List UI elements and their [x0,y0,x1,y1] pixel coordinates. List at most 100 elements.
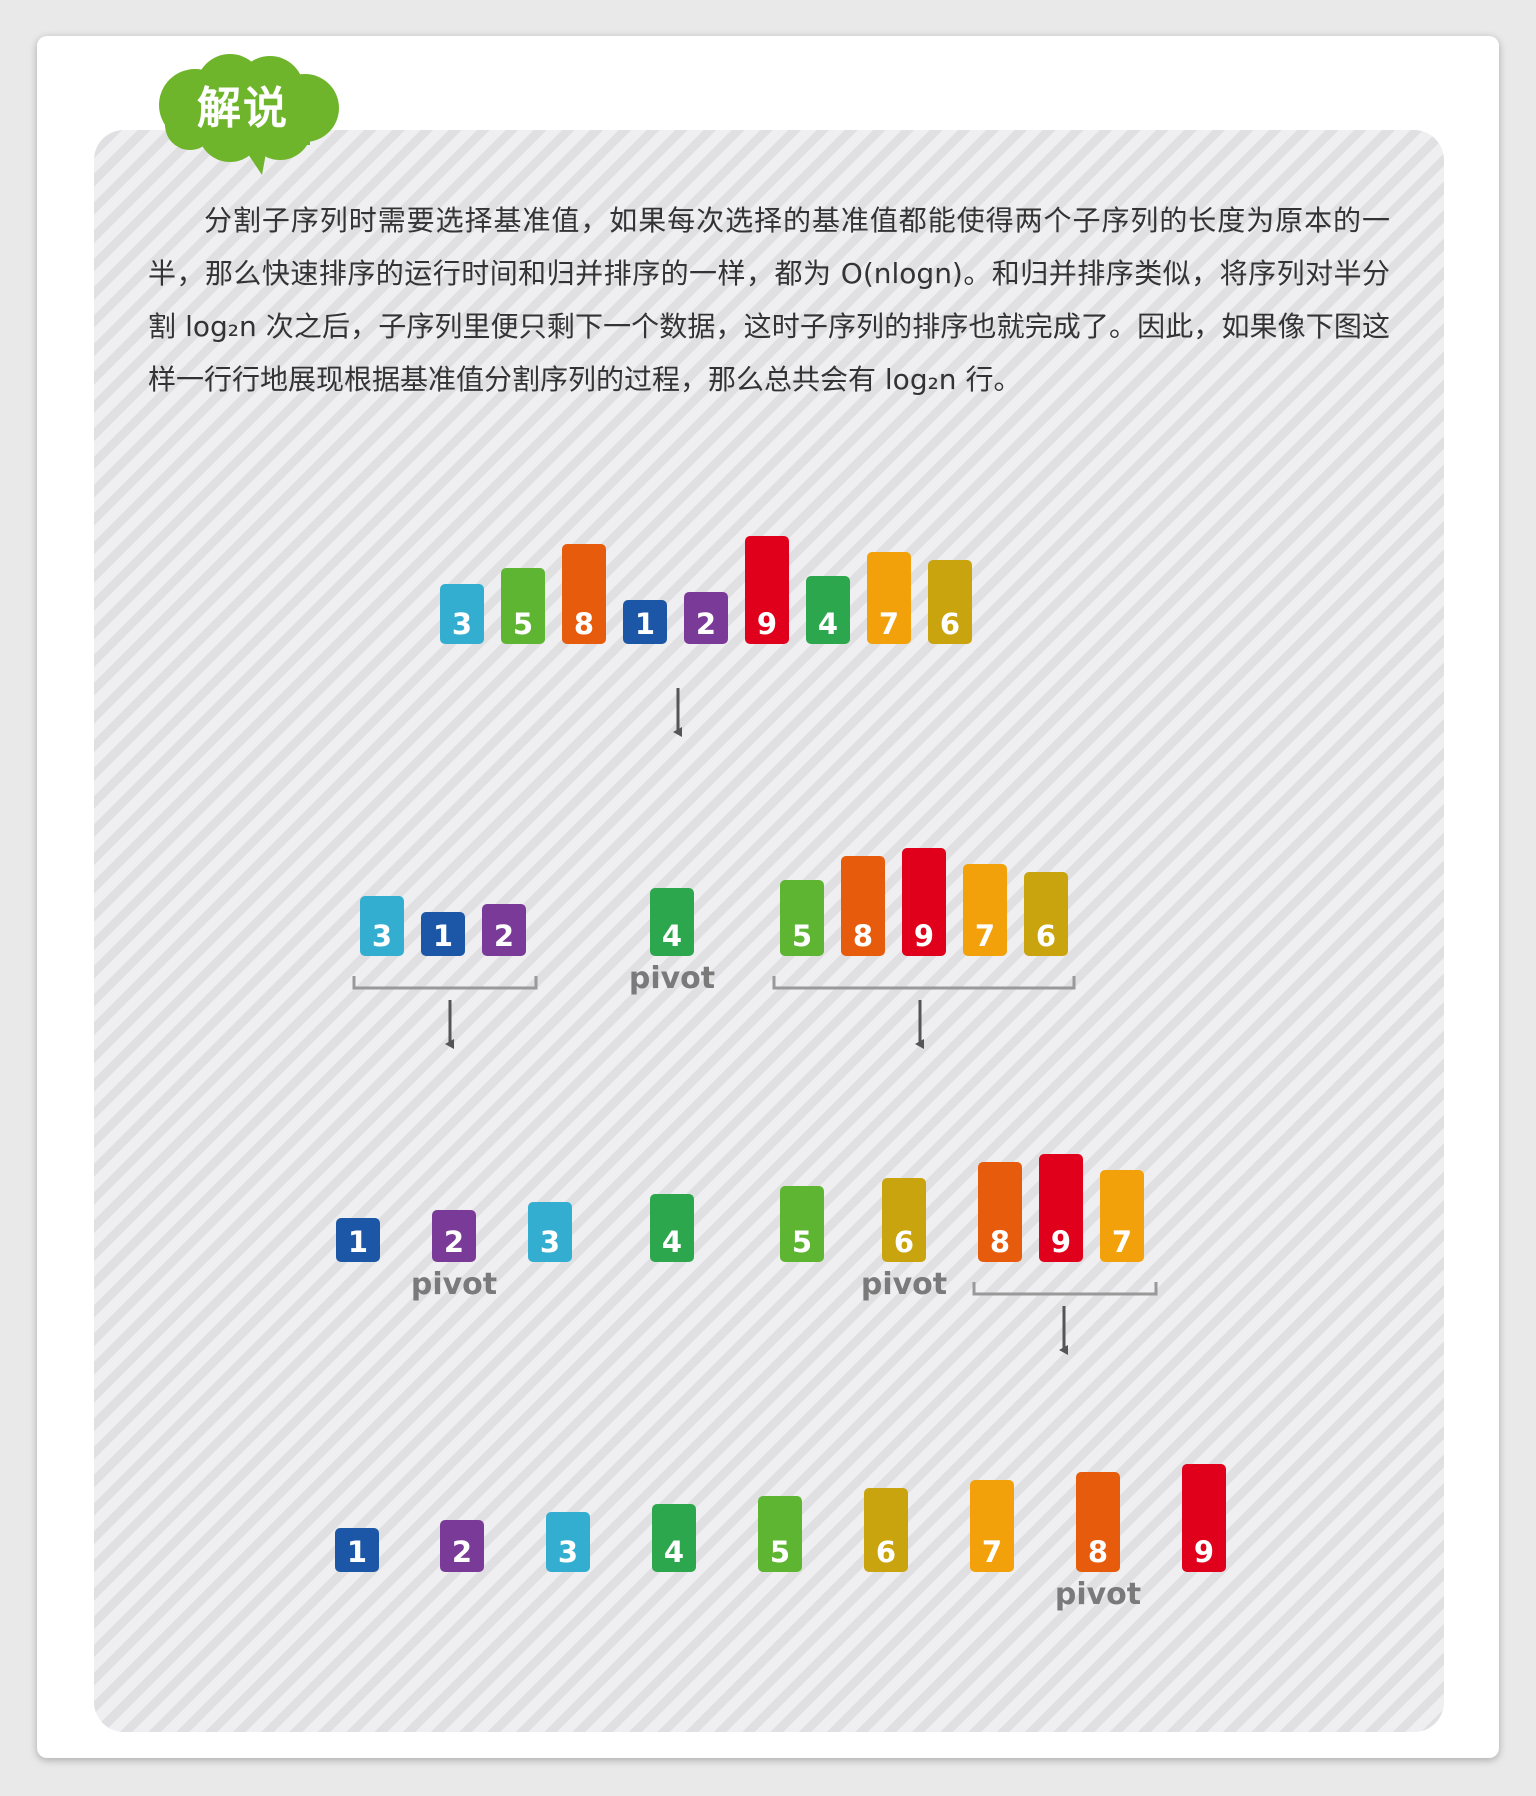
number-bar-1: 1 [623,600,667,644]
bar-rect [780,1186,824,1262]
number-bar-8: 8 [1076,1472,1120,1572]
bar-rect [432,1210,476,1262]
bar-value-label: 4 [662,1225,682,1259]
number-bar-7: 7 [963,864,1007,956]
bar-value-label: 1 [635,607,655,641]
number-bar-4: 4 [650,888,694,956]
bar-rect [546,1512,590,1572]
bar-rect [336,1218,380,1262]
bar-rect [623,600,667,644]
bar-rect [1024,872,1068,956]
bar-rect [1039,1154,1083,1262]
bar-value-label: 4 [662,919,682,953]
number-bar-5: 5 [780,1186,824,1262]
bar-value-label: 2 [696,607,716,641]
number-bar-4: 4 [806,576,850,644]
bar-value-label: 5 [513,607,533,641]
bar-rect [758,1496,802,1572]
bar-rect [562,544,606,644]
number-bar-2: 2 [482,904,526,956]
pivot-label: pivot [629,961,715,996]
bar-rect [928,560,972,644]
bar-value-label: 8 [574,607,594,641]
bar-rect [684,592,728,644]
explanation-paragraph: 分割子序列时需要选择基准值，如果每次选择的基准值都能使得两个子序列的长度为原本的… [148,204,1390,396]
subsequence-bracket [972,1282,1158,1296]
bar-value-label: 6 [1036,919,1056,953]
bar-value-label: 1 [348,1225,368,1259]
pivot-label: pivot [861,1267,947,1302]
number-bar-4: 4 [650,1194,694,1262]
number-bar-9: 9 [1182,1464,1226,1572]
number-bar-9: 9 [902,848,946,956]
number-bar-1: 1 [421,912,465,956]
number-bar-6: 6 [882,1178,926,1262]
bar-rect [482,904,526,956]
bar-value-label: 6 [940,607,960,641]
bar-value-label: 5 [770,1535,790,1569]
bar-rect [335,1528,379,1572]
bar-value-label: 7 [879,607,899,641]
number-bar-5: 5 [501,568,545,644]
number-bar-7: 7 [1100,1170,1144,1262]
number-bar-3: 3 [360,896,404,956]
bar-value-label: 5 [792,919,812,953]
bar-value-label: 2 [444,1225,464,1259]
bar-value-label: 7 [975,919,995,953]
pivot-label: pivot [1055,1577,1141,1612]
number-bar-5: 5 [780,880,824,956]
bar-value-label: 9 [914,919,934,953]
bar-rect [440,1520,484,1572]
bar-rect [501,568,545,644]
number-bar-3: 3 [528,1202,572,1262]
number-bar-2: 2 [432,1210,476,1262]
number-bar-7: 7 [970,1480,1014,1572]
number-bar-4: 4 [652,1504,696,1572]
number-bar-9: 9 [1039,1154,1083,1262]
number-bar-3: 3 [546,1512,590,1572]
bar-rect [421,912,465,956]
bar-rect [867,552,911,644]
number-bar-8: 8 [562,544,606,644]
bar-rect [650,888,694,956]
number-bar-6: 6 [864,1488,908,1572]
number-bar-6: 6 [928,560,972,644]
bar-value-label: 3 [558,1535,578,1569]
bar-value-label: 3 [372,919,392,953]
bar-rect [882,1178,926,1262]
bar-rect [780,880,824,956]
bar-value-label: 1 [433,919,453,953]
number-bar-1: 1 [336,1218,380,1262]
bar-rect [650,1194,694,1262]
bar-rect [806,576,850,644]
bar-rect [978,1162,1022,1262]
bar-value-label: 2 [452,1535,472,1569]
subsequence-bracket [352,976,538,990]
bar-rect [1182,1464,1226,1572]
bar-value-label: 4 [818,607,838,641]
bar-rect [841,856,885,956]
bar-value-label: 1 [347,1535,367,1569]
bar-value-label: 9 [757,607,777,641]
bar-value-label: 3 [452,607,472,641]
number-bar-7: 7 [867,552,911,644]
bar-rect [1100,1170,1144,1262]
bar-rect [652,1504,696,1572]
bar-value-label: 4 [664,1535,684,1569]
number-bar-1: 1 [335,1528,379,1572]
bar-value-label: 7 [1112,1225,1132,1259]
bar-value-label: 7 [982,1535,1002,1569]
number-bar-8: 8 [978,1162,1022,1262]
number-bar-6: 6 [1024,872,1068,956]
bar-rect [963,864,1007,956]
bar-rect [360,896,404,956]
bars-layer: 3 5 8 1 2 9 4 7 6 3 1 2 4 pivot 5 8 9 7 6 1 2 pivot 3 4 5 6 pivot 8… [335,536,1226,1612]
bar-rect [1076,1472,1120,1572]
bar-rect [902,848,946,956]
bar-value-label: 6 [894,1225,914,1259]
number-bar-3: 3 [440,584,484,644]
number-bar-2: 2 [440,1520,484,1572]
badge-label: 解说 [197,83,289,134]
number-bar-8: 8 [841,856,885,956]
